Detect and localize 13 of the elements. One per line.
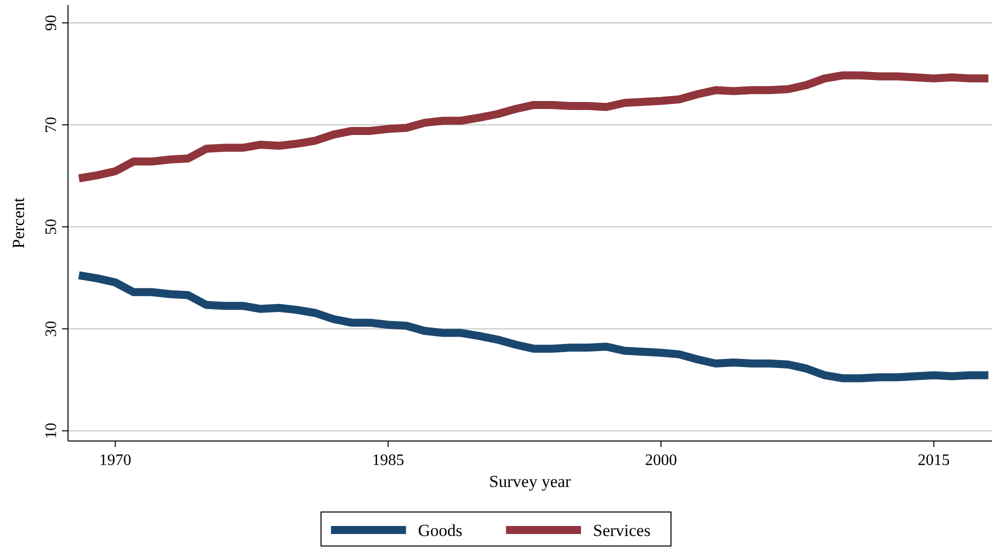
x-tick-label: 2000 [644,452,677,469]
y-tick-label: 70 [43,116,60,133]
legend-label: Goods [418,521,462,540]
legend-label: Services [593,521,651,540]
x-axis-title: Survey year [489,472,572,491]
y-tick-label: 90 [43,14,60,31]
y-axis-title: Percent [9,197,28,248]
y-tick-label: 30 [43,320,60,337]
y-tick-label: 10 [43,422,60,439]
x-tick-label: 1970 [99,452,132,469]
y-tick-label: 50 [43,218,60,235]
x-tick-label: 2015 [918,452,950,469]
x-tick-label: 1985 [372,452,404,469]
